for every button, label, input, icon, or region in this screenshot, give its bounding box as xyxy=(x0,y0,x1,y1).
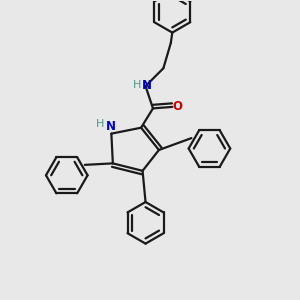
Text: H: H xyxy=(96,119,104,129)
Text: N: N xyxy=(141,79,152,92)
Text: H: H xyxy=(132,80,141,90)
Text: N: N xyxy=(106,120,116,133)
Text: O: O xyxy=(172,100,183,113)
